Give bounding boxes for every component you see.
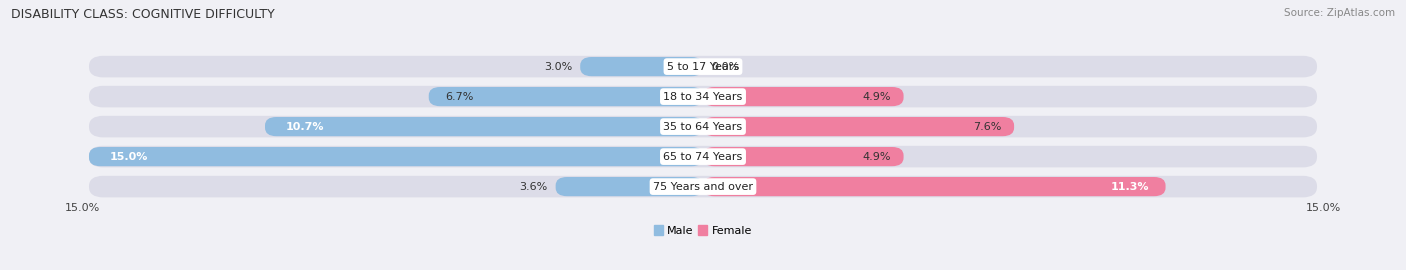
Text: 3.6%: 3.6% [519, 182, 547, 192]
Text: 4.9%: 4.9% [863, 151, 891, 162]
FancyBboxPatch shape [89, 56, 1317, 77]
FancyBboxPatch shape [89, 176, 1317, 197]
Text: 15.0%: 15.0% [1306, 202, 1341, 212]
Text: 15.0%: 15.0% [110, 151, 148, 162]
Text: 75 Years and over: 75 Years and over [652, 182, 754, 192]
Text: Source: ZipAtlas.com: Source: ZipAtlas.com [1284, 8, 1395, 18]
Text: 65 to 74 Years: 65 to 74 Years [664, 151, 742, 162]
Text: 15.0%: 15.0% [65, 202, 100, 212]
Text: 6.7%: 6.7% [446, 92, 474, 102]
FancyBboxPatch shape [89, 116, 1317, 137]
FancyBboxPatch shape [703, 87, 904, 106]
FancyBboxPatch shape [703, 117, 1014, 136]
FancyBboxPatch shape [429, 87, 703, 106]
Text: 35 to 64 Years: 35 to 64 Years [664, 122, 742, 131]
Text: DISABILITY CLASS: COGNITIVE DIFFICULTY: DISABILITY CLASS: COGNITIVE DIFFICULTY [11, 8, 276, 21]
Text: 10.7%: 10.7% [285, 122, 323, 131]
FancyBboxPatch shape [555, 177, 703, 196]
FancyBboxPatch shape [703, 147, 904, 166]
FancyBboxPatch shape [89, 86, 1317, 107]
FancyBboxPatch shape [703, 177, 1166, 196]
FancyBboxPatch shape [264, 117, 703, 136]
FancyBboxPatch shape [89, 147, 703, 166]
FancyBboxPatch shape [581, 57, 703, 76]
Text: 11.3%: 11.3% [1111, 182, 1149, 192]
Text: 0.0%: 0.0% [711, 62, 740, 72]
Legend: Male, Female: Male, Female [650, 221, 756, 241]
Text: 7.6%: 7.6% [973, 122, 1002, 131]
Text: 3.0%: 3.0% [544, 62, 572, 72]
Text: 18 to 34 Years: 18 to 34 Years [664, 92, 742, 102]
FancyBboxPatch shape [89, 146, 1317, 167]
Text: 4.9%: 4.9% [863, 92, 891, 102]
Text: 5 to 17 Years: 5 to 17 Years [666, 62, 740, 72]
